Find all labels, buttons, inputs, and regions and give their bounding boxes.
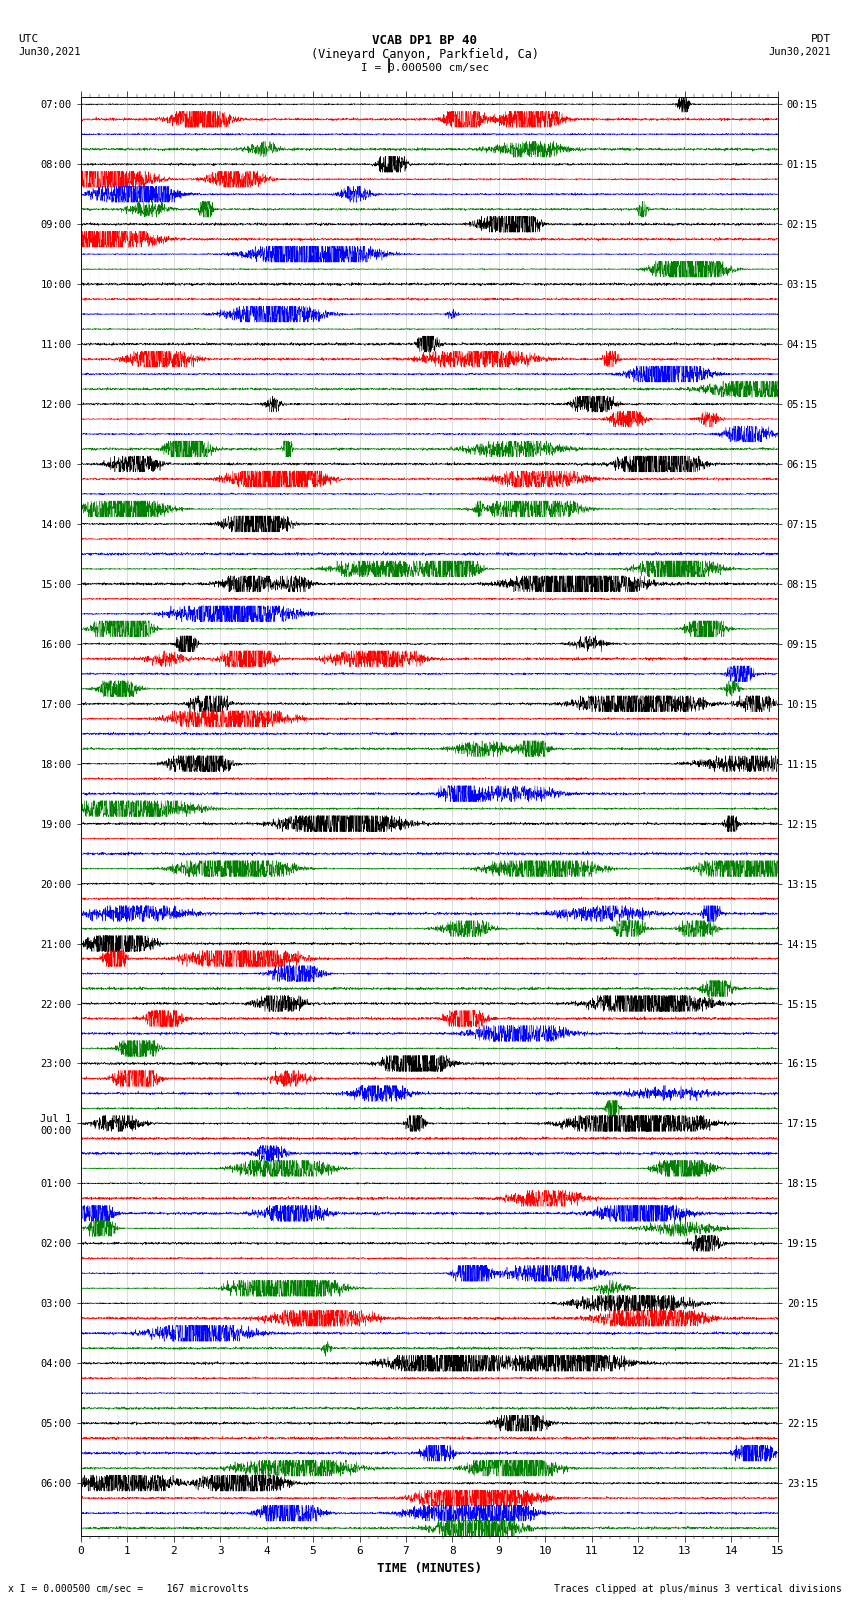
Text: I = 0.000500 cm/sec: I = 0.000500 cm/sec [361,63,489,73]
Text: Jun30,2021: Jun30,2021 [19,47,82,56]
Text: x I = 0.000500 cm/sec =    167 microvolts: x I = 0.000500 cm/sec = 167 microvolts [8,1584,249,1594]
Text: (Vineyard Canyon, Parkfield, Ca): (Vineyard Canyon, Parkfield, Ca) [311,48,539,61]
Text: Jun30,2021: Jun30,2021 [768,47,831,56]
Text: UTC: UTC [19,34,39,44]
Text: VCAB DP1 BP 40: VCAB DP1 BP 40 [372,34,478,47]
Text: Traces clipped at plus/minus 3 vertical divisions: Traces clipped at plus/minus 3 vertical … [553,1584,842,1594]
X-axis label: TIME (MINUTES): TIME (MINUTES) [377,1561,482,1574]
Text: PDT: PDT [811,34,831,44]
